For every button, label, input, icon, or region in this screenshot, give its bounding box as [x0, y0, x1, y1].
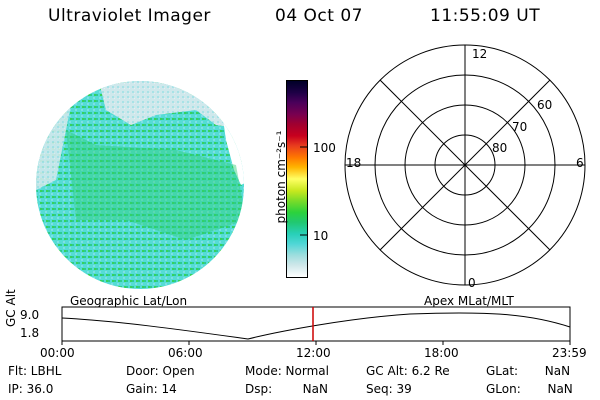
- gc-alt-axis-label: GC Alt: [4, 289, 18, 327]
- gain-status: Gain: 14: [126, 382, 177, 396]
- mode-status: Mode: Normal: [245, 364, 329, 378]
- mlt-label-18: 18: [346, 156, 362, 170]
- colorbar-unit-label: photon cm⁻²s⁻¹: [274, 130, 288, 224]
- glon-status: GLon: NaN: [486, 382, 573, 396]
- apex-title: Apex MLat/MLT: [424, 294, 514, 308]
- door-status: Door: Open: [126, 364, 195, 378]
- glat-status: GLat: NaN: [486, 364, 571, 378]
- colorbar: [286, 80, 308, 278]
- lat-label-70: 70: [512, 120, 528, 134]
- uv-image: [36, 81, 244, 289]
- mlt-label-12: 12: [472, 47, 488, 61]
- orbit-timeline: [61, 306, 571, 345]
- y-tick-1-8: 1.8: [20, 326, 40, 340]
- mlt-label-0: 0: [468, 276, 476, 290]
- polar-plot: [344, 44, 586, 286]
- time-label: 11:55:09 UT: [430, 6, 541, 26]
- colorbar-tick-100: 100: [313, 141, 336, 155]
- x-tick-1200: 12:00: [296, 346, 331, 360]
- geographic-title: Geographic Lat/Lon: [70, 294, 188, 308]
- lat-label-80: 80: [492, 141, 508, 155]
- seq-status: Seq: 39: [366, 382, 412, 396]
- y-tick-9: 9.0: [20, 308, 40, 322]
- x-tick-0000: 00:00: [40, 346, 75, 360]
- gc-alt-status: GC Alt: 6.2 Re: [366, 364, 450, 378]
- x-tick-0600: 06:00: [168, 346, 203, 360]
- x-tick-2359: 23:59: [552, 346, 587, 360]
- ip-status: IP: 36.0: [8, 382, 54, 396]
- app-title: Ultraviolet Imager: [48, 6, 211, 26]
- filter-status: Flt: LBHL: [8, 364, 62, 378]
- colorbar-ticks: [300, 146, 308, 236]
- lat-label-60: 60: [537, 98, 553, 112]
- colorbar-tick-10: 10: [313, 229, 329, 243]
- mlt-label-6: 6: [576, 156, 584, 170]
- dsp-status: Dsp: NaN: [245, 382, 328, 396]
- x-tick-1800: 18:00: [424, 346, 459, 360]
- date-label: 04 Oct 07: [275, 6, 363, 26]
